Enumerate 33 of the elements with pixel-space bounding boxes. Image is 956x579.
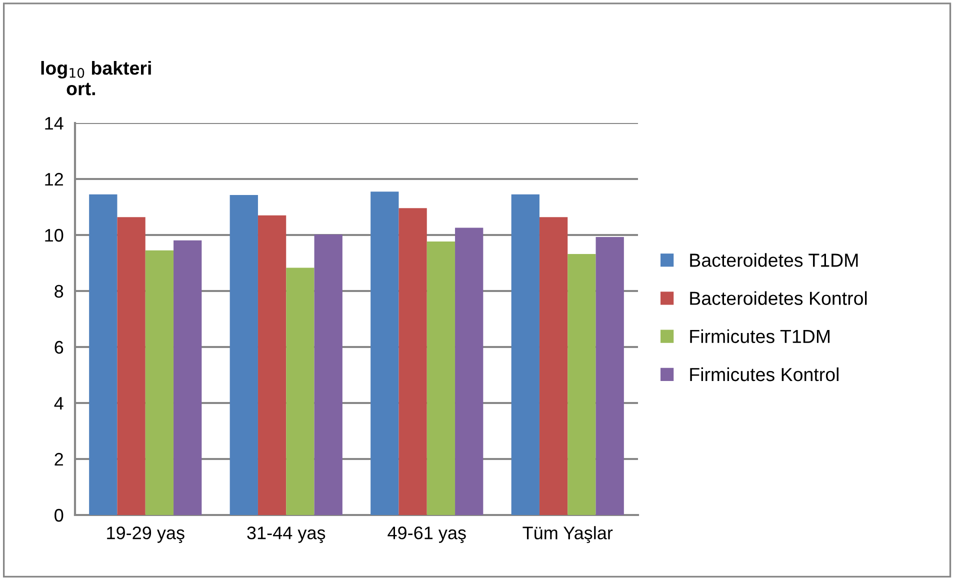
bar <box>568 254 596 515</box>
bar <box>174 240 202 515</box>
x-tick-label: Tüm Yaşlar <box>522 526 613 544</box>
bar <box>314 234 342 515</box>
y-tick-label: 0 <box>54 508 64 522</box>
legend-label: Bacteroidetes T1DM <box>690 253 858 267</box>
y-tick-label: 10 <box>45 228 64 242</box>
bar <box>370 192 399 515</box>
bar <box>455 228 484 515</box>
y-tick-label: 12 <box>45 172 63 186</box>
bar <box>145 250 174 515</box>
bar <box>596 236 624 515</box>
bar <box>117 217 146 515</box>
bar <box>539 217 568 515</box>
y-axis-title: log$_{10}$ bakteri ort. <box>41 60 151 96</box>
bar <box>89 194 118 515</box>
y-tick-label: 14 <box>45 117 64 130</box>
legend-label: Firmicutes T1DM <box>690 329 830 344</box>
x-tick-label: 49-61 yaş <box>388 526 466 543</box>
bar <box>286 268 314 515</box>
bar <box>511 194 540 515</box>
x-tick-label: 19-29 yaş <box>107 526 184 543</box>
legend-label: Bacteroidetes Kontrol <box>690 291 867 305</box>
x-tick-label: 31-44 yaş <box>247 526 326 543</box>
y-tick-label: 8 <box>54 284 64 298</box>
bar <box>230 194 258 515</box>
y-tick-label: 2 <box>54 452 63 466</box>
y-tick-label: 4 <box>54 397 64 410</box>
bar <box>426 241 456 515</box>
bar <box>398 208 427 515</box>
y-tick-label: 6 <box>54 340 64 354</box>
bar <box>258 215 286 515</box>
legend-label: Firmicutes Kontrol <box>690 367 838 382</box>
